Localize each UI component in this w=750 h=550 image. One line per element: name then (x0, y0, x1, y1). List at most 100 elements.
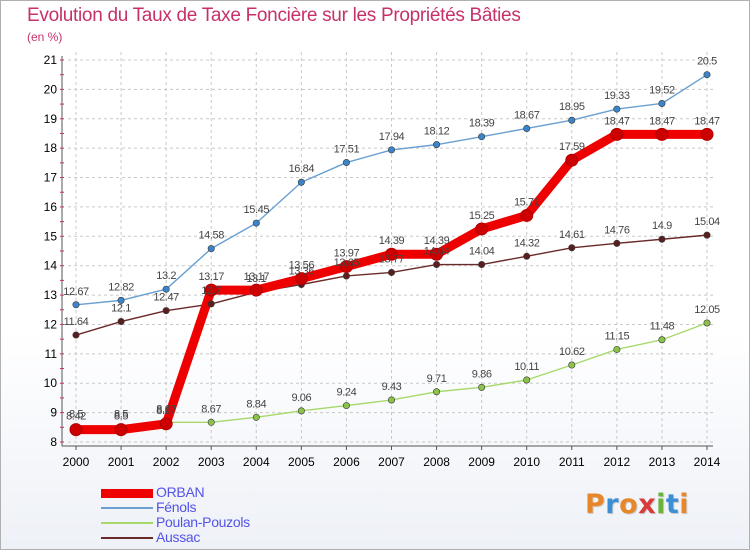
unit-label: (en %) (27, 30, 63, 44)
x-tick-label: 2004 (243, 455, 270, 469)
data-point (475, 222, 489, 236)
x-tick-label: 2000 (63, 455, 90, 469)
data-label: 17.51 (334, 144, 360, 156)
data-label: 12.1 (111, 303, 131, 315)
data-point (703, 231, 711, 239)
data-point (252, 219, 260, 227)
data-point (520, 208, 534, 222)
legend-swatch (101, 537, 153, 539)
legend-swatch (101, 522, 153, 524)
data-label: 14.58 (198, 230, 224, 242)
data-label: 13.2 (156, 270, 176, 282)
data-label: 13.36 (289, 265, 315, 277)
data-label: 10.62 (559, 346, 585, 358)
data-point (207, 245, 215, 253)
data-label: 18.47 (649, 115, 675, 127)
data-point (72, 331, 80, 339)
data-label: 14.32 (514, 237, 540, 249)
data-label: 13.97 (334, 248, 360, 260)
data-label: 15.71 (514, 196, 540, 208)
x-tick-label: 2006 (333, 455, 360, 469)
y-tick-label: 17 (44, 171, 58, 185)
data-label: 18.47 (694, 115, 720, 127)
data-point (613, 345, 621, 353)
data-point (430, 247, 444, 261)
data-label: 14.76 (604, 224, 630, 236)
proxiti-logo: Proxiti (585, 489, 690, 520)
legend-swatch (101, 488, 153, 498)
x-tick-label: 2002 (153, 455, 180, 469)
data-label: 19.52 (649, 84, 675, 96)
y-tick-label: 8 (50, 435, 57, 449)
legend-label: Fénols (156, 499, 197, 515)
data-point (162, 307, 170, 315)
data-point (703, 319, 711, 327)
legend-label: Aussac (156, 529, 201, 545)
y-tick-label: 15 (44, 229, 58, 243)
data-label: 14.9 (652, 220, 672, 232)
data-label: 15.04 (694, 216, 720, 228)
data-label: 20.5 (697, 56, 717, 68)
legend-label: Poulan-Pouzols (156, 514, 250, 530)
data-point (339, 260, 353, 274)
data-label: 9.43 (382, 381, 402, 393)
data-point (252, 413, 260, 421)
data-label: 15.25 (469, 210, 495, 222)
data-point (114, 423, 128, 437)
data-point (565, 153, 579, 167)
data-point (159, 417, 173, 431)
data-point (523, 376, 531, 384)
x-tick-label: 2010 (513, 455, 540, 469)
data-point (523, 252, 531, 260)
data-label: 14.39 (424, 235, 450, 247)
y-tick-label: 20 (44, 82, 58, 96)
data-point (69, 423, 83, 437)
y-tick-label: 13 (44, 288, 58, 302)
data-point (658, 336, 666, 344)
data-label: 8.84 (246, 398, 266, 410)
data-point (658, 99, 666, 107)
data-point (387, 268, 395, 276)
data-point (655, 127, 669, 141)
y-tick-label: 14 (44, 259, 58, 273)
y-tick-label: 18 (44, 141, 58, 155)
data-point (204, 283, 218, 297)
data-point (207, 300, 215, 308)
data-point (613, 239, 621, 247)
data-label: 14.39 (379, 235, 405, 247)
data-point (342, 402, 350, 410)
data-label: 18.39 (469, 118, 495, 130)
data-label: 14.61 (559, 229, 585, 241)
data-point (342, 159, 350, 167)
x-tick-label: 2005 (288, 455, 315, 469)
data-point (523, 124, 531, 132)
data-point (342, 272, 350, 280)
data-label: 14.04 (469, 246, 495, 258)
legend-label: ORBAN (156, 484, 205, 500)
data-point (117, 318, 125, 326)
data-label: 18.95 (559, 101, 585, 113)
data-point (433, 261, 441, 269)
data-label: 18.47 (604, 115, 630, 127)
data-point (297, 407, 305, 415)
data-label: 13.17 (198, 271, 224, 283)
x-tick-label: 2007 (378, 455, 405, 469)
data-label: 8.67 (156, 403, 176, 415)
data-point (433, 388, 441, 396)
data-label: 16.84 (289, 163, 315, 175)
y-tick-label: 10 (44, 376, 58, 390)
data-point (613, 105, 621, 113)
data-label: 8.67 (201, 403, 221, 415)
data-label: 9.71 (427, 373, 447, 385)
data-label: 11.48 (650, 321, 675, 333)
data-point (658, 235, 666, 243)
data-label: 8.67 (156, 405, 176, 417)
x-tick-label: 2001 (108, 455, 135, 469)
data-point (478, 383, 486, 391)
data-label: 8.5 (114, 408, 128, 420)
data-point (117, 296, 125, 304)
data-point (568, 116, 576, 124)
